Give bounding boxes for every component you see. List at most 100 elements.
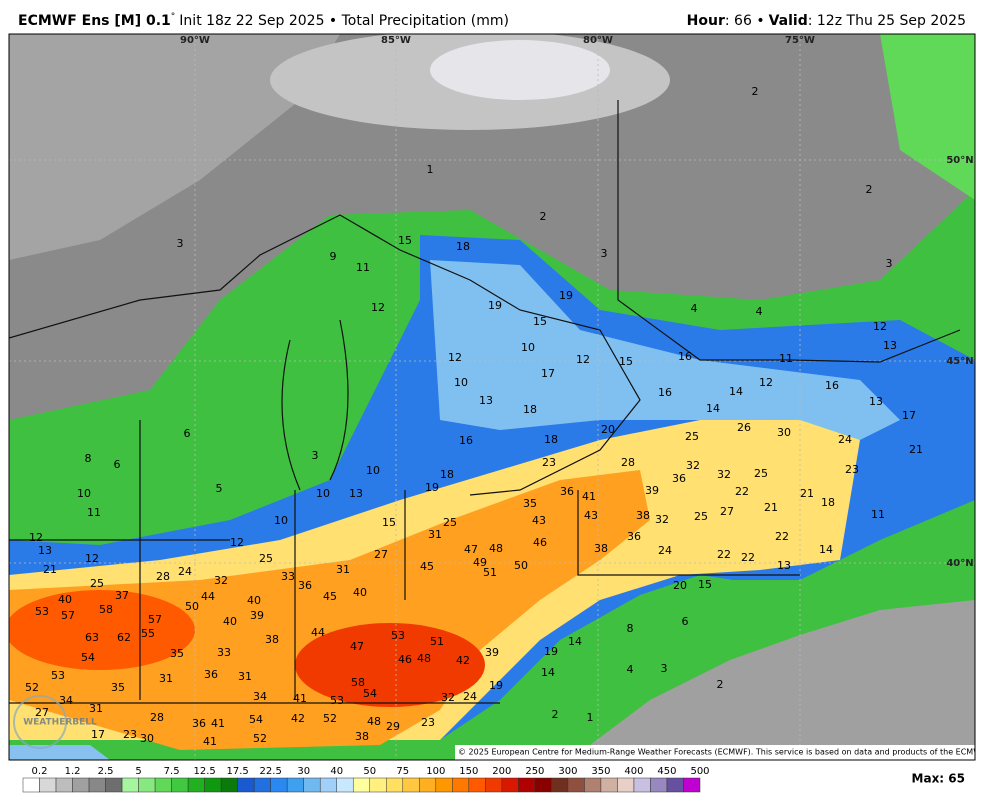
map-frame: [8, 33, 976, 761]
precip-value: 22: [741, 551, 755, 564]
colorbar-swatch: [386, 777, 404, 793]
precip-value: 53: [51, 669, 65, 682]
colorbar-label: 1.2: [65, 766, 81, 777]
precip-value: 35: [170, 647, 184, 660]
colorbar-swatch: [468, 777, 486, 793]
precip-value: 54: [363, 687, 377, 700]
precip-value: 42: [456, 654, 470, 667]
precip-value: 27: [720, 505, 734, 518]
precip-value: 32: [214, 574, 228, 587]
precip-value: 13: [479, 394, 493, 407]
red-area-east: [295, 623, 485, 707]
precip-value: 25: [685, 430, 699, 443]
precip-value: 34: [59, 694, 73, 707]
hour-value: : 66 •: [725, 13, 765, 29]
precip-value: 57: [61, 609, 75, 622]
precip-value: 63: [85, 631, 99, 644]
precip-value: 4: [627, 663, 634, 676]
precip-value: 30: [777, 426, 791, 439]
precip-value: 53: [330, 694, 344, 707]
precip-value: 48: [489, 542, 503, 555]
precip-value: 35: [523, 497, 537, 510]
precip-value: 10: [274, 514, 288, 527]
colorbar-swatch: [600, 777, 618, 793]
precip-value: 24: [463, 690, 477, 703]
precip-value: 1: [427, 163, 434, 176]
colorbar-swatch: [286, 777, 304, 793]
colorbar-swatch: [138, 777, 156, 793]
precip-value: 35: [111, 681, 125, 694]
precip-value: 46: [533, 536, 547, 549]
precip-value: 45: [420, 560, 434, 573]
colorbar-swatch: [187, 777, 205, 793]
colorbar-swatch: [617, 777, 635, 793]
precip-value: 39: [485, 646, 499, 659]
precip-value: 2: [752, 85, 759, 98]
colorbar-swatch: [319, 777, 337, 793]
precip-value: 36: [560, 485, 574, 498]
precip-value: 28: [150, 711, 164, 724]
precip-value: 36: [204, 668, 218, 681]
precip-value: 6: [682, 615, 689, 628]
precip-value: 27: [35, 706, 49, 719]
precip-value: 12: [448, 351, 462, 364]
precip-value: 50: [514, 559, 528, 572]
precip-value: 38: [355, 730, 369, 743]
precip-value: 28: [156, 570, 170, 583]
precip-value: 3: [886, 257, 893, 270]
precip-value: 51: [483, 566, 497, 579]
precip-value: 10: [316, 487, 330, 500]
coordinate-label: 80°W: [583, 35, 613, 46]
precip-value: 18: [456, 240, 470, 253]
precip-value: 12: [230, 536, 244, 549]
colorbar-swatch: [154, 777, 172, 793]
precip-value: 41: [582, 490, 596, 503]
precip-value: 22: [775, 530, 789, 543]
colorbar-label: 250: [525, 766, 544, 777]
precip-value: 33: [217, 646, 231, 659]
logo-circle: [13, 695, 67, 749]
precip-value: 43: [532, 514, 546, 527]
coordinate-label: 85°W: [381, 35, 411, 46]
precip-value: 2: [866, 183, 873, 196]
precip-value: 52: [323, 712, 337, 725]
precip-value: 8: [627, 622, 634, 635]
colorbar-swatch: [88, 777, 106, 793]
precip-value: 22: [735, 485, 749, 498]
precip-value: 18: [544, 433, 558, 446]
precip-value: 25: [694, 510, 708, 523]
precip-value: 46: [398, 653, 412, 666]
precip-value: 36: [298, 579, 312, 592]
precip-value: 39: [645, 484, 659, 497]
precip-value: 12: [29, 531, 43, 544]
credit-box: [455, 745, 975, 760]
precip-value: 15: [533, 315, 547, 328]
precip-value: 33: [281, 570, 295, 583]
colorbar-swatch: [666, 777, 684, 793]
precip-value: 8: [85, 452, 92, 465]
precip-value: 40: [353, 586, 367, 599]
colorbar-swatch: [369, 777, 387, 793]
colorbar-swatch: [336, 777, 354, 793]
header-right: Hour: 66 • Valid: 12z Thu 25 Sep 2025: [687, 13, 966, 29]
colorbar-swatch: [650, 777, 668, 793]
precip-value: 44: [311, 626, 325, 639]
colorbar-swatch: [633, 777, 651, 793]
coordinate-label: 40°N: [946, 558, 973, 569]
colorbar-label: 2.5: [98, 766, 114, 777]
colorbar-swatch: [683, 777, 701, 793]
precip-value: 20: [601, 423, 615, 436]
precip-value: 13: [883, 339, 897, 352]
colorbar-label: 7.5: [164, 766, 180, 777]
precip-value: 32: [441, 691, 455, 704]
precip-value: 14: [541, 666, 555, 679]
precip-value: 12: [759, 376, 773, 389]
light-gray-area: [9, 34, 340, 260]
precip-value: 36: [672, 472, 686, 485]
precip-value: 53: [391, 629, 405, 642]
precip-value: 18: [523, 403, 537, 416]
colorbar-swatch: [303, 777, 321, 793]
colorbar-swatch: [485, 777, 503, 793]
precip-value: 57: [148, 613, 162, 626]
colorbar-swatch: [253, 777, 271, 793]
